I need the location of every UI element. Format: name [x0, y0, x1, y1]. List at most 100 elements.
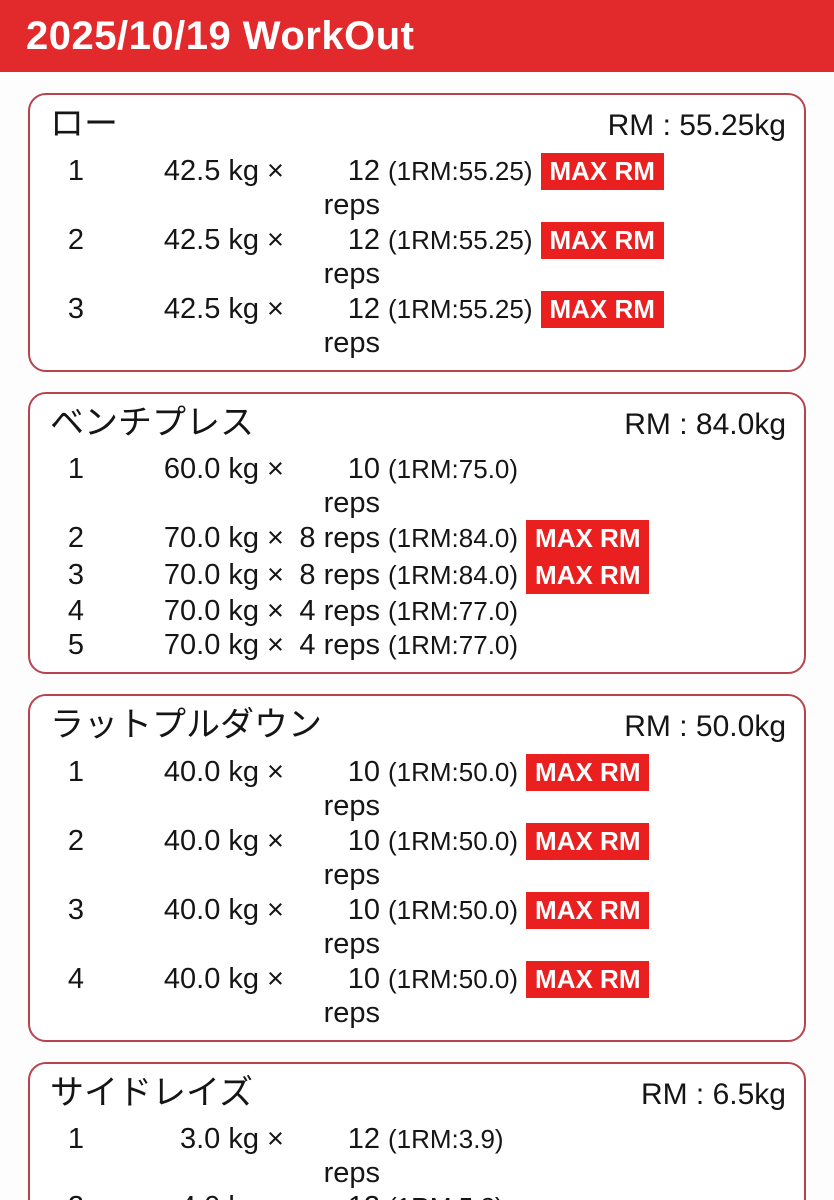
max-rm-badge: MAX RM	[540, 153, 664, 190]
set-number: 1	[67, 155, 84, 187]
set-number: 1	[67, 756, 84, 788]
exercise-card: ラットプルダウン RM : 50.0kg 1 40.0 kg × 10 reps…	[28, 694, 806, 1042]
max-rm-badge: MAX RM	[526, 754, 650, 791]
set-reps: 12 reps	[284, 1190, 380, 1200]
set-1rm-estimate: (1RM:75.0)	[388, 454, 519, 484]
set-row: 3 70.0 kg × 8 reps (1RM:84.0) MAX RM	[50, 557, 786, 594]
set-1rm-estimate: (1RM:55.25)	[388, 156, 533, 186]
set-number: 3	[67, 894, 84, 926]
set-list: 1 60.0 kg × 10 reps (1RM:75.0) 2 70.0 kg…	[50, 452, 786, 662]
page-title: 2025/10/19 WorkOut	[26, 13, 415, 58]
max-rm-badge: MAX RM	[526, 557, 650, 594]
set-weight: 40.0 kg ×	[163, 963, 284, 995]
exercise-card: ベンチプレス RM : 84.0kg 1 60.0 kg × 10 reps (…	[28, 392, 806, 674]
set-row: 1 3.0 kg × 12 reps (1RM:3.9)	[50, 1122, 786, 1190]
max-rm-badge: MAX RM	[526, 520, 650, 557]
set-1rm-estimate: (1RM:50.0)	[388, 964, 519, 994]
set-row: 2 42.5 kg × 12 reps (1RM:55.25) MAX RM	[50, 222, 786, 291]
max-rm-badge: MAX RM	[540, 291, 664, 328]
exercise-best-rm: RM : 50.0kg	[624, 710, 786, 743]
set-weight: 70.0 kg ×	[163, 629, 284, 661]
set-number: 1	[67, 453, 84, 485]
set-row: 3 40.0 kg × 10 reps (1RM:50.0) MAX RM	[50, 892, 786, 961]
exercise-card-header: ラットプルダウン RM : 50.0kg	[50, 702, 786, 750]
set-1rm-estimate: (1RM:5.2)	[388, 1190, 504, 1200]
set-1rm-estimate: (1RM:77.0)	[388, 596, 519, 626]
set-weight: 70.0 kg ×	[163, 595, 284, 627]
set-1rm-estimate: (1RM:84.0)	[388, 523, 519, 553]
max-rm-badge: MAX RM	[526, 961, 650, 998]
set-number: 4	[67, 595, 84, 627]
exercise-card-header: ロー RM : 55.25kg	[50, 101, 786, 149]
set-reps: 8 reps	[299, 559, 380, 591]
set-number: 2	[67, 825, 84, 857]
set-weight: 70.0 kg ×	[163, 559, 284, 591]
set-weight: 42.5 kg ×	[163, 224, 284, 256]
set-number: 3	[67, 293, 84, 325]
set-number: 3	[67, 559, 84, 591]
set-reps: 10 reps	[323, 963, 380, 1029]
exercise-name: ベンチプレス	[50, 404, 254, 442]
set-reps: 8 reps	[299, 522, 380, 554]
set-weight: 42.5 kg ×	[163, 155, 284, 187]
header-bar: 2025/10/19 WorkOut	[0, 0, 834, 72]
set-reps: 12 reps	[323, 1123, 380, 1189]
set-row: 2 70.0 kg × 8 reps (1RM:84.0) MAX RM	[50, 520, 786, 557]
set-weight: 4.0 kg ×	[84, 1190, 284, 1200]
exercise-best-rm: RM : 55.25kg	[607, 109, 786, 142]
set-weight: 3.0 kg ×	[180, 1123, 284, 1155]
set-row: 1 40.0 kg × 10 reps (1RM:50.0) MAX RM	[50, 754, 786, 823]
set-reps: 10 reps	[323, 453, 380, 519]
set-row: 1 42.5 kg × 12 reps (1RM:55.25) MAX RM	[50, 153, 786, 222]
set-row: 4 70.0 kg × 4 reps (1RM:77.0)	[50, 594, 786, 628]
set-reps: 10 reps	[323, 756, 380, 822]
set-reps: 4 reps	[299, 595, 380, 627]
set-1rm-estimate: (1RM:50.0)	[388, 757, 519, 787]
set-number: 2	[67, 224, 84, 256]
exercise-card-header: ベンチプレス RM : 84.0kg	[50, 400, 786, 448]
exercise-name: サイドレイズ	[50, 1074, 253, 1112]
set-1rm-estimate: (1RM:3.9)	[388, 1124, 504, 1154]
set-number: 5	[67, 629, 84, 661]
set-1rm-estimate: (1RM:50.0)	[388, 826, 519, 856]
set-reps: 12 reps	[323, 155, 380, 221]
set-1rm-estimate: (1RM:50.0)	[388, 895, 519, 925]
set-row: 2 4.0 kg × 12 reps (1RM:5.2)	[50, 1190, 786, 1200]
set-list: 1 40.0 kg × 10 reps (1RM:50.0) MAX RM 2 …	[50, 754, 786, 1030]
set-list: 1 3.0 kg × 12 reps (1RM:3.9) 2 4.0 kg × …	[50, 1122, 786, 1200]
exercise-card: サイドレイズ RM : 6.5kg 1 3.0 kg × 12 reps (1R…	[28, 1062, 806, 1200]
set-row: 1 60.0 kg × 10 reps (1RM:75.0)	[50, 452, 786, 520]
max-rm-badge: MAX RM	[526, 823, 650, 860]
set-number: 4	[67, 963, 84, 995]
set-1rm-estimate: (1RM:55.25)	[388, 294, 533, 324]
set-row: 3 42.5 kg × 12 reps (1RM:55.25) MAX RM	[50, 291, 786, 360]
exercise-name: ロー	[50, 105, 118, 143]
set-row: 5 70.0 kg × 4 reps (1RM:77.0)	[50, 628, 786, 662]
set-weight: 40.0 kg ×	[163, 756, 284, 788]
exercise-best-rm: RM : 84.0kg	[624, 408, 786, 441]
max-rm-badge: MAX RM	[526, 892, 650, 929]
set-weight: 42.5 kg ×	[163, 293, 284, 325]
max-rm-badge: MAX RM	[540, 222, 664, 259]
set-weight: 70.0 kg ×	[163, 522, 284, 554]
set-weight: 60.0 kg ×	[163, 453, 284, 485]
set-reps: 4 reps	[299, 629, 380, 661]
set-number: 2	[50, 1190, 84, 1200]
set-number: 1	[67, 1123, 84, 1155]
set-number: 2	[67, 522, 84, 554]
set-1rm-estimate: (1RM:84.0)	[388, 560, 519, 590]
set-1rm-estimate: (1RM:55.25)	[388, 225, 533, 255]
set-1rm-estimate: (1RM:77.0)	[388, 630, 519, 660]
set-list: 1 42.5 kg × 12 reps (1RM:55.25) MAX RM 2…	[50, 153, 786, 360]
exercise-card: ロー RM : 55.25kg 1 42.5 kg × 12 reps (1RM…	[28, 93, 806, 372]
set-reps: 10 reps	[323, 894, 380, 960]
exercise-name: ラットプルダウン	[50, 706, 322, 744]
exercise-best-rm: RM : 6.5kg	[640, 1078, 786, 1111]
set-reps: 10 reps	[323, 825, 380, 891]
set-row: 2 40.0 kg × 10 reps (1RM:50.0) MAX RM	[50, 823, 786, 892]
set-weight: 40.0 kg ×	[163, 825, 284, 857]
set-reps: 12 reps	[323, 224, 380, 290]
set-reps: 12 reps	[323, 293, 380, 359]
exercise-list: ロー RM : 55.25kg 1 42.5 kg × 12 reps (1RM…	[0, 72, 834, 1200]
